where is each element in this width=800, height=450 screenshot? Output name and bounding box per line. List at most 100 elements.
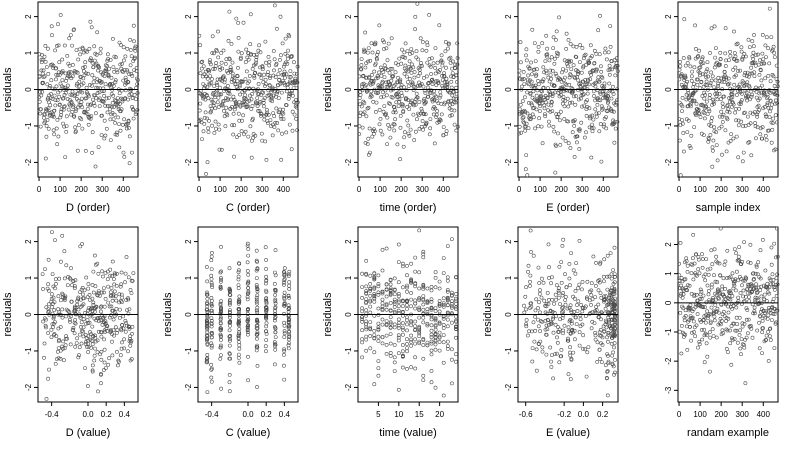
data-point (566, 38, 571, 42)
data-point (240, 118, 244, 123)
y-tick-label: 1 (344, 275, 353, 280)
data-point (392, 322, 397, 327)
data-point (77, 345, 82, 350)
data-point (529, 250, 534, 254)
data-point (409, 70, 414, 75)
data-point (67, 70, 71, 75)
data-point (405, 289, 409, 294)
data-point (727, 291, 732, 295)
data-point (96, 291, 101, 295)
data-point (202, 116, 207, 120)
data-point (559, 354, 564, 359)
data-point (95, 338, 100, 343)
data-point (95, 261, 100, 266)
data-point (612, 245, 617, 250)
data-point (449, 347, 454, 352)
data-point (715, 97, 720, 102)
data-point (132, 68, 137, 73)
data-point (384, 46, 389, 51)
data-point (716, 310, 721, 315)
data-point (53, 238, 57, 243)
data-point (705, 354, 710, 359)
y-axis-label: residuals (322, 292, 334, 337)
data-point (388, 82, 393, 87)
data-point (538, 310, 542, 315)
data-point (128, 63, 133, 68)
data-point (227, 92, 232, 96)
data-point (52, 333, 56, 338)
data-point (400, 261, 405, 266)
data-point (238, 92, 243, 97)
data-point (717, 296, 722, 301)
data-point (378, 128, 383, 133)
data-point (548, 73, 553, 78)
data-point (690, 309, 695, 314)
data-point (735, 269, 739, 274)
data-point (547, 58, 552, 63)
data-point (94, 96, 99, 100)
data-point (264, 112, 269, 117)
data-point (208, 58, 212, 63)
data-point (583, 52, 588, 57)
data-point (108, 315, 112, 320)
data-point (593, 84, 598, 89)
data-point (545, 291, 550, 295)
data-point (417, 307, 422, 312)
data-point (704, 313, 708, 318)
data-point (255, 301, 260, 306)
data-point (682, 318, 687, 323)
data-point (699, 328, 704, 332)
data-point (380, 306, 385, 311)
data-point (255, 96, 260, 101)
data-point (90, 324, 95, 329)
data-point (117, 122, 122, 127)
data-point (746, 114, 750, 119)
data-point (236, 270, 241, 275)
data-point (281, 64, 286, 69)
y-tick-label: 2 (344, 14, 353, 19)
data-point (251, 86, 256, 91)
data-point (572, 118, 577, 123)
data-point (433, 342, 438, 347)
data-point (392, 343, 397, 347)
data-point (273, 342, 278, 347)
data-point (573, 315, 578, 320)
data-point (706, 139, 711, 144)
data-point (550, 297, 555, 302)
data-point (368, 150, 372, 155)
data-point (99, 330, 103, 334)
data-point (227, 297, 232, 302)
y-tick-label: 0 (24, 87, 33, 92)
data-point (98, 96, 102, 101)
data-point (77, 79, 82, 84)
data-point (544, 323, 549, 328)
data-point (608, 251, 613, 256)
data-point (225, 113, 230, 118)
data-point (581, 346, 585, 351)
x-tick-label: 0.4 (279, 410, 291, 419)
data-point (90, 368, 95, 373)
data-point (395, 95, 400, 99)
data-point (751, 57, 756, 61)
data-point (773, 113, 778, 118)
data-point (741, 294, 746, 299)
data-point (227, 289, 232, 293)
data-point (612, 372, 617, 377)
data-point (133, 55, 138, 60)
data-point (433, 270, 438, 275)
data-point (771, 44, 776, 49)
data-point (413, 355, 418, 360)
data-point (272, 3, 277, 8)
data-point (565, 338, 570, 343)
data-point (206, 96, 211, 101)
data-point (607, 274, 612, 279)
data-point (413, 27, 418, 32)
data-point (568, 283, 572, 288)
data-point (409, 297, 414, 302)
data-point (454, 319, 458, 324)
data-point (359, 104, 364, 109)
data-point (449, 320, 454, 325)
data-point (577, 282, 582, 287)
